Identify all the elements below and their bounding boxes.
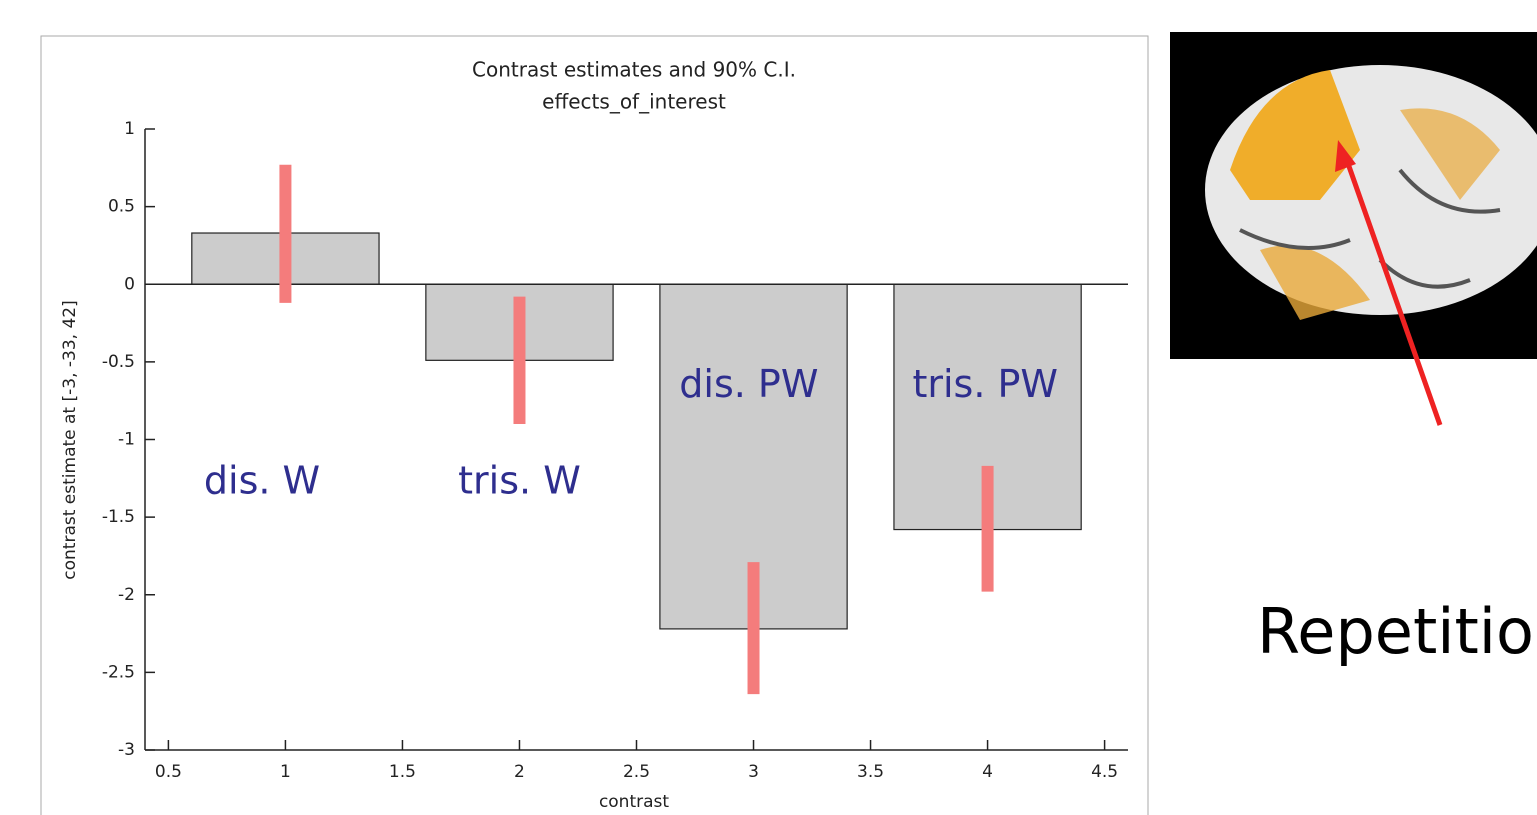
side-text: Repetitio (1257, 595, 1534, 668)
x-tick-label: 4.5 (1091, 762, 1118, 782)
y-tick-label: 0.5 (108, 197, 135, 217)
x-tick-label: 0.5 (155, 762, 182, 782)
x-tick-label: 3 (748, 762, 759, 782)
x-tick-label: 1.5 (389, 762, 416, 782)
arrow-head (1335, 140, 1356, 172)
y-tick-label: -1 (118, 430, 135, 450)
y-tick-label: -3 (118, 740, 135, 760)
y-tick-label: -0.5 (102, 352, 135, 372)
y-tick-label: -2 (118, 585, 135, 605)
y-axis-label: contrast estimate at [-3, -33, 42] (60, 300, 80, 579)
chart-title: Contrast estimates and 90% C.I. (472, 58, 796, 82)
y-tick-label: 1 (124, 119, 135, 139)
x-tick-label: 2 (514, 762, 525, 782)
x-tick-label: 4 (982, 762, 993, 782)
x-tick-label: 3.5 (857, 762, 884, 782)
brain-image (1170, 32, 1537, 359)
annotation: tris. PW (912, 362, 1058, 406)
y-tick-label: 0 (124, 274, 135, 294)
y-tick-label: -1.5 (102, 507, 135, 527)
annotation: dis. PW (679, 362, 818, 406)
x-tick-label: 1 (280, 762, 291, 782)
annotation: tris. W (458, 458, 581, 502)
annotation: dis. W (204, 458, 320, 502)
arrow (1342, 154, 1443, 426)
chart-subtitle: effects_of_interest (542, 90, 726, 114)
x-axis-label: contrast (599, 792, 669, 812)
y-tick-label: -2.5 (102, 662, 135, 682)
x-tick-label: 2.5 (623, 762, 650, 782)
